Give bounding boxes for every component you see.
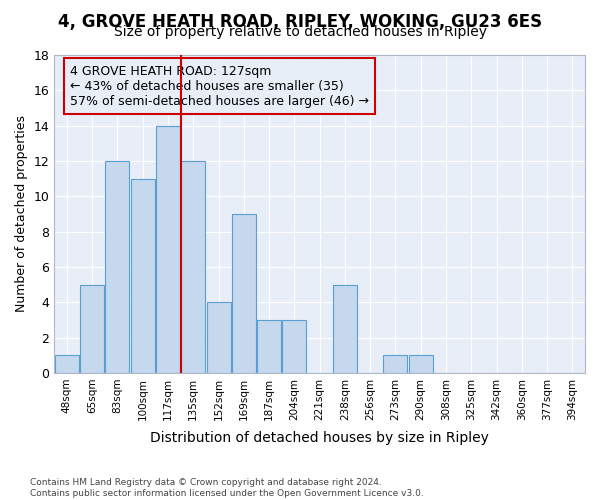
Text: 4 GROVE HEATH ROAD: 127sqm
← 43% of detached houses are smaller (35)
57% of semi: 4 GROVE HEATH ROAD: 127sqm ← 43% of deta… (70, 64, 369, 108)
Bar (383, 355, 407, 373)
Bar (409, 355, 433, 373)
Bar (283, 320, 307, 373)
Bar (232, 214, 256, 373)
Text: Contains HM Land Registry data © Crown copyright and database right 2024.
Contai: Contains HM Land Registry data © Crown c… (30, 478, 424, 498)
Bar (106, 161, 130, 373)
Text: 4, GROVE HEATH ROAD, RIPLEY, WOKING, GU23 6ES: 4, GROVE HEATH ROAD, RIPLEY, WOKING, GU2… (58, 12, 542, 30)
Bar (156, 126, 180, 373)
Bar (181, 161, 205, 373)
Bar (131, 178, 155, 373)
Y-axis label: Number of detached properties: Number of detached properties (15, 116, 28, 312)
X-axis label: Distribution of detached houses by size in Ripley: Distribution of detached houses by size … (150, 431, 489, 445)
Bar (80, 284, 104, 373)
Bar (333, 284, 357, 373)
Bar (257, 320, 281, 373)
Text: Size of property relative to detached houses in Ripley: Size of property relative to detached ho… (113, 25, 487, 39)
Bar (206, 302, 230, 373)
Bar (55, 355, 79, 373)
